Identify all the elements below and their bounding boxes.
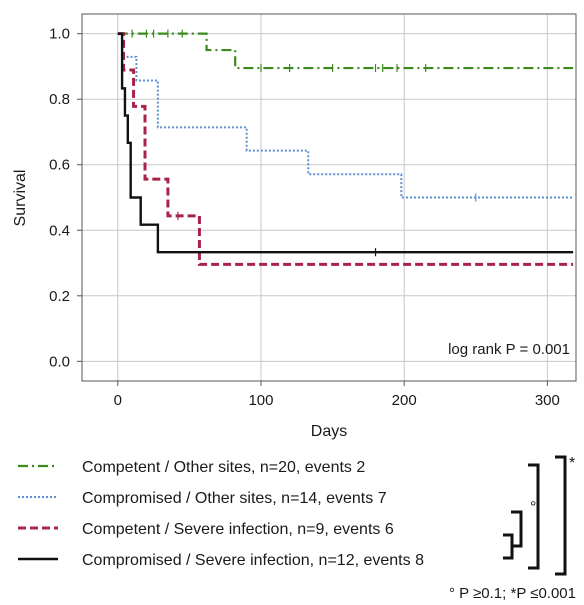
- x-tick-label: 100: [248, 392, 273, 409]
- series-line-3: [117, 32, 574, 266]
- x-tick-label: 0: [114, 392, 122, 409]
- bracket-mark-star: *: [569, 455, 575, 472]
- y-tick-label: 0.8: [49, 91, 70, 108]
- x-tick-label: 200: [392, 392, 417, 409]
- series-line-2: [117, 32, 574, 199]
- y-axis-label: Survival: [12, 170, 29, 227]
- y-tick-label: 0.2: [49, 288, 70, 305]
- y-tick-label: 0.0: [49, 353, 70, 370]
- significance-footnote: ° P ≥0.1; *P ≤0.001: [449, 585, 576, 602]
- y-tick-label: 0.6: [49, 157, 70, 174]
- x-tick-label: 300: [535, 392, 560, 409]
- x-axis-ticks: 0 100 200 300: [114, 381, 560, 409]
- y-tick-label: 1.0: [49, 26, 70, 43]
- y-axis-ticks: 0.0 0.2 0.4 0.6 0.8 1.0: [49, 26, 82, 370]
- plot-frame: [81, 13, 577, 382]
- logrank-annotation: log rank P = 0.001: [448, 341, 570, 358]
- significance-brackets: [503, 455, 567, 576]
- bracket-rows-3-4: [503, 533, 514, 560]
- legend: Competent / Other sites, n=20, events 2 C…: [18, 459, 424, 569]
- legend-label-1: Competent / Other sites, n=20, events 2: [82, 459, 365, 476]
- bracket-outer-compare: [555, 455, 567, 576]
- legend-label-2: Compromised / Other sites, n=14, events …: [82, 490, 387, 507]
- series-line-4: [117, 32, 574, 254]
- bracket-inner-compare: [528, 463, 540, 570]
- legend-label-3: Competent / Severe infection, n=9, event…: [82, 521, 394, 538]
- bracket-mark-degree: °: [530, 499, 536, 516]
- legend-label-4: Compromised / Severe infection, n=12, ev…: [82, 552, 424, 569]
- x-axis-label: Days: [311, 423, 347, 440]
- y-tick-label: 0.4: [49, 222, 70, 239]
- gridlines: [82, 14, 576, 381]
- series-line-1: [117, 32, 574, 70]
- series-layer: [117, 29, 574, 266]
- bracket-rows-2-3: [511, 510, 523, 548]
